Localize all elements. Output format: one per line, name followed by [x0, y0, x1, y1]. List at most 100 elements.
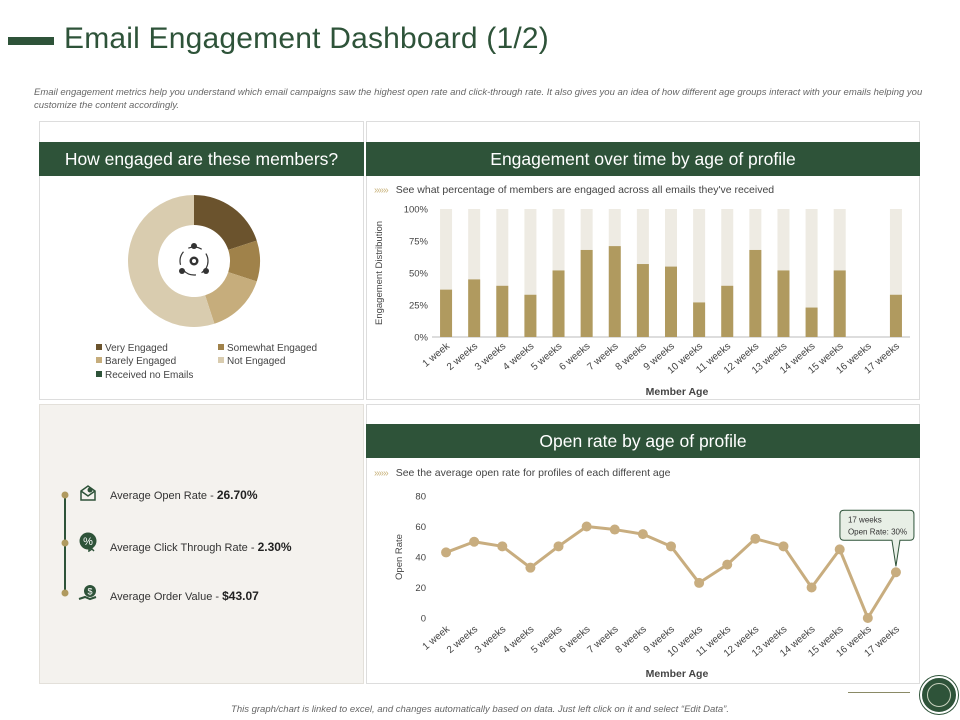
y-tick-label: 20 — [415, 583, 426, 594]
bar-engaged — [552, 270, 565, 337]
callout-line-1: 17 weeks — [848, 515, 882, 524]
percent-click-icon: % — [79, 532, 97, 552]
person-head — [191, 243, 197, 249]
y-tick-label: 60 — [415, 522, 426, 533]
legend-label: Very Engaged — [105, 343, 168, 354]
stat-ctr-value: 2.30% — [257, 540, 292, 554]
bar-engaged — [636, 264, 649, 337]
y-tick-label: 0% — [414, 333, 428, 344]
donut-panel-title: How engaged are these members? — [39, 142, 364, 176]
bar-engaged — [889, 294, 902, 337]
chevrons-icon: »»» — [374, 468, 389, 479]
y-tick-label: 80 — [415, 492, 426, 503]
y-axis-label: Open Rate — [394, 534, 405, 580]
legend-item-received-no-emails: Received no Emails — [96, 370, 193, 381]
footer-note: This graph/chart is linked to excel, and… — [231, 704, 729, 715]
donut-slice — [128, 195, 215, 327]
engagement-panel-title: Engagement over time by age of profile — [366, 142, 920, 176]
bar-engaged — [805, 307, 818, 337]
logo-inner-ring — [927, 683, 951, 707]
dollar-hand-icon: $ — [78, 585, 97, 601]
gear-hole — [192, 259, 196, 263]
x-axis-label: Member Age — [646, 386, 709, 398]
stat-open-rate-label: Average Open Rate - — [110, 490, 217, 502]
engagement-note: »»» See what percentage of members are en… — [374, 184, 774, 196]
open-rate-point — [750, 533, 761, 544]
open-rate-point — [525, 562, 536, 573]
title-accent-bar — [8, 37, 54, 45]
legend-label: Not Engaged — [227, 356, 286, 367]
bar-engaged — [833, 270, 846, 337]
legend-item-not-engaged: Not Engaged — [218, 356, 285, 367]
bar-engaged — [440, 289, 453, 337]
y-tick-label: 40 — [415, 553, 426, 564]
stat-order-value: Average Order Value - $43.07 — [110, 589, 259, 603]
bar-engaged — [721, 285, 734, 337]
donut-slice — [228, 240, 260, 282]
legend-swatch — [218, 357, 224, 363]
open-rate-point — [806, 582, 817, 593]
bar-engaged — [749, 249, 762, 337]
open-rate-point — [862, 613, 873, 623]
page-description: Email engagement metrics help you unders… — [34, 87, 923, 111]
open-rate-point — [469, 536, 480, 547]
open-rate-point — [722, 559, 733, 570]
bar-engaged — [777, 270, 790, 337]
bar-engaged — [580, 249, 593, 337]
bar-engaged — [468, 279, 481, 337]
openrate-note-text: See the average open rate for profiles o… — [395, 467, 671, 479]
bar-engaged — [693, 302, 706, 337]
open-rate-point — [441, 547, 452, 558]
stat-open-rate: Average Open Rate - 26.70% — [110, 488, 258, 502]
open-rate-point — [778, 541, 789, 552]
donut-slice — [194, 195, 257, 250]
person-head — [203, 268, 209, 274]
bar-total — [805, 209, 818, 337]
legend-swatch — [96, 344, 102, 350]
engagement-note-text: See what percentage of members are engag… — [395, 184, 775, 196]
legend-item-barely-engaged: Barely Engaged — [96, 356, 176, 367]
callout-line-2: Open Rate: 30% — [848, 527, 907, 536]
stat-open-rate-value: 26.70% — [216, 488, 258, 502]
legend-item-somewhat-engaged: Somewhat Engaged — [218, 343, 317, 354]
page-title: Email Engagement Dashboard (1/2) — [64, 22, 549, 55]
y-axis-label: Engagement Distribution — [374, 221, 385, 325]
y-tick-label: 50% — [409, 269, 429, 280]
svg-text:$: $ — [87, 587, 92, 597]
legend-swatch — [96, 357, 102, 363]
data-callout: 17 weeks Open Rate: 30% — [839, 509, 915, 567]
legend-swatch — [96, 371, 102, 377]
stat-ctr-label: Average Click Through Rate - — [110, 542, 258, 554]
openrate-note: »»» See the average open rate for profile… — [374, 467, 670, 479]
donut-slice — [205, 272, 257, 324]
open-rate-point — [553, 541, 564, 552]
bar-engaged — [524, 294, 537, 337]
bar-engaged — [665, 266, 677, 337]
envelope-icon — [80, 485, 96, 501]
legend-swatch — [218, 344, 224, 350]
team-gear-icon — [179, 243, 209, 276]
stat-order-value-amount: $43.07 — [222, 589, 259, 603]
open-rate-point — [581, 521, 592, 532]
open-rate-point — [637, 529, 648, 540]
chevrons-icon: »»» — [374, 185, 389, 196]
y-tick-label: 75% — [409, 237, 429, 248]
open-rate-point — [666, 541, 676, 552]
legend-label: Barely Engaged — [105, 356, 177, 367]
svg-text:%: % — [83, 536, 93, 548]
y-tick-label: 25% — [409, 301, 429, 312]
open-rate-point — [497, 541, 508, 552]
footer-divider — [848, 692, 910, 693]
bar-engaged — [608, 246, 621, 337]
open-rate-point — [609, 524, 620, 535]
legend-label: Received no Emails — [105, 370, 194, 381]
person-head — [179, 268, 185, 274]
donut-legend: Very Engaged Somewhat Engaged Barely Eng… — [96, 343, 356, 387]
donut-chart — [128, 195, 260, 327]
open-rate-point — [890, 567, 901, 578]
x-axis-label: Member Age — [646, 668, 709, 680]
legend-label: Somewhat Engaged — [227, 343, 318, 354]
y-tick-label: 0 — [421, 614, 426, 625]
